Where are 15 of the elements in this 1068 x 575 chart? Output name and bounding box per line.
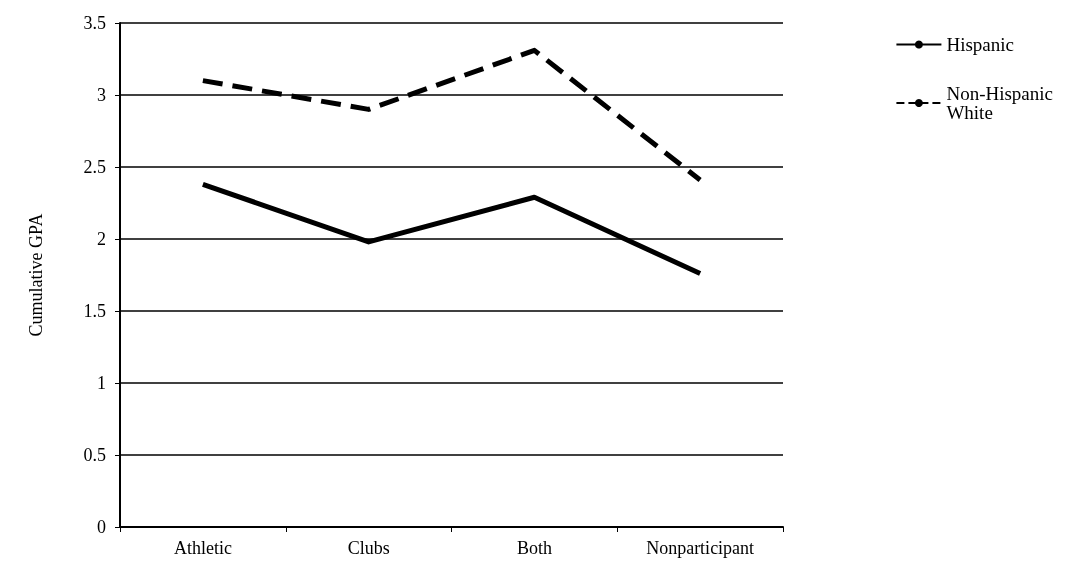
- y-axis-title: Cumulative GPA: [26, 213, 46, 337]
- y-tick-label: 1: [97, 373, 106, 393]
- y-tick-label: 0.5: [83, 445, 106, 465]
- y-tick-label: 3: [97, 85, 106, 105]
- legend-label: Hispanic: [946, 34, 1014, 55]
- x-tick-label: Nonparticipant: [646, 538, 755, 558]
- y-tick-label: 2: [97, 229, 106, 249]
- x-tick-label: Both: [516, 538, 552, 558]
- legend-label: Non-Hispanic White: [946, 83, 1054, 123]
- x-tick-label: Clubs: [347, 538, 390, 558]
- x-tick-label: Athletic: [173, 538, 232, 558]
- y-tick-label: 0: [97, 517, 106, 537]
- y-tick-label: 2.5: [83, 157, 106, 177]
- y-tick-label: 1.5: [83, 301, 106, 321]
- y-tick-label: 3.5: [83, 13, 106, 33]
